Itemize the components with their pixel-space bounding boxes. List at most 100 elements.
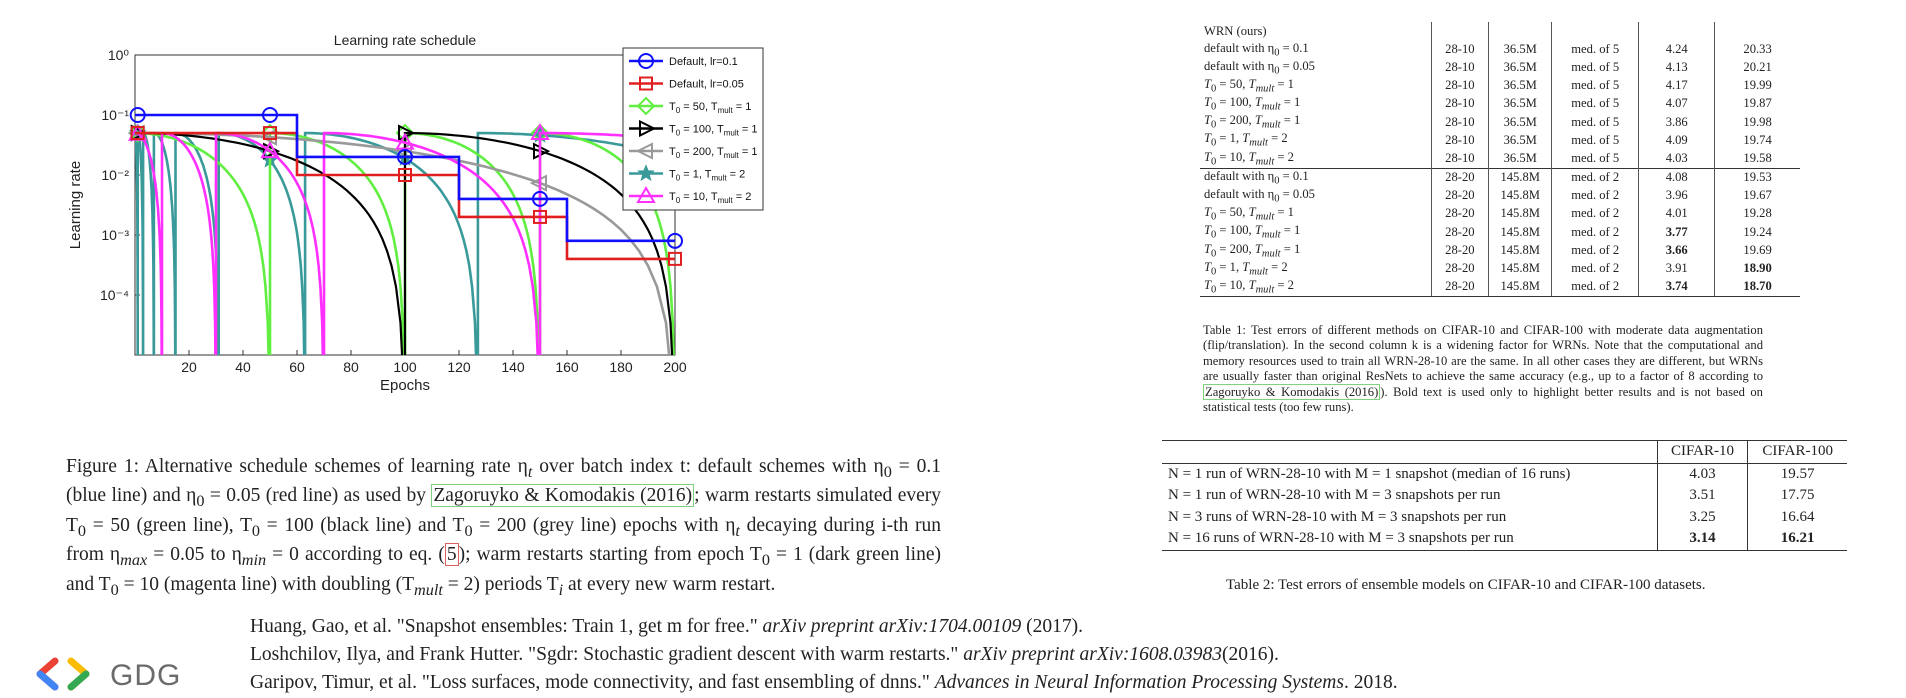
table-cell: med. of 2 <box>1551 186 1639 205</box>
table-cell: med. of 5 <box>1551 94 1639 113</box>
table-cell: 28-20 <box>1430 259 1489 278</box>
caption-text: ); warm restarts starting from epoch T <box>458 544 762 566</box>
series-line <box>135 113 675 243</box>
table-1-caption: Table 1: Test errors of different method… <box>1203 323 1763 415</box>
table-cell: 28-20 <box>1430 167 1489 187</box>
table-row: T0 = 50, Tmult = 1 28-10 36.5M med. of 5 4.1… <box>1200 76 1800 95</box>
table-row: default with η0 = 0.05 28-10 36.5M med. of … <box>1200 58 1800 77</box>
table-cell: default with η0 = 0.1 <box>1204 40 1309 59</box>
table-cell: 28-10 <box>1430 112 1489 132</box>
caption-text: decaying during i-th run from η <box>66 514 941 566</box>
table-row: default with η0 = 0.1 28-20 145.8M med. of … <box>1200 167 1800 187</box>
table-row: WRN (ours) <box>1200 22 1800 41</box>
table-cell: 4.01 <box>1638 204 1715 224</box>
table-cell: 36.5M <box>1488 94 1552 113</box>
table-cell: 28-20 <box>1430 223 1489 242</box>
x-tick-label: 80 <box>343 359 359 375</box>
table-cell: 19.28 <box>1714 204 1800 224</box>
caption-text: Figure 1: Alternative schedule schemes o… <box>66 456 528 477</box>
table-cell: 28-10 <box>1430 131 1489 150</box>
table-cell: 145.8M <box>1488 223 1552 242</box>
y-tick-label: 10⁻⁴ <box>100 287 129 303</box>
table-row: T0 = 200, Tmult = 1 28-10 36.5M med. of 5 3.… <box>1200 112 1800 132</box>
table-cell: 19.69 <box>1714 241 1800 260</box>
series-marker <box>263 142 281 160</box>
table-cell: med. of 5 <box>1551 76 1639 95</box>
series-marker <box>532 190 548 207</box>
caption-text: = 2) periods T <box>442 573 559 595</box>
table-cell: 20.33 <box>1714 40 1800 59</box>
table-cell: 145.8M <box>1488 186 1552 205</box>
table-cell: T0 = 100, Tmult = 1 <box>1204 223 1301 241</box>
table-cell: 19.74 <box>1714 131 1800 150</box>
table-cell: default with η0 = 0.05 <box>1204 187 1315 205</box>
reference-venue: Advances in Neural Information Processin… <box>934 672 1344 693</box>
citation-link[interactable]: Zagoruyko & Komodakis (2016) <box>1203 383 1381 400</box>
reference-text: (2017). <box>1021 616 1084 637</box>
table-cell: 19.99 <box>1714 76 1800 95</box>
references: Huang, Gao, et al. "Snapshot ensembles: … <box>250 613 1398 697</box>
table-cell: med. of 5 <box>1551 131 1639 150</box>
reference-text: Loshchilov, Ilya, and Frank Hutter. "Sgd… <box>250 644 964 665</box>
table-cell: 28-10 <box>1430 149 1489 168</box>
caption-text: = 0.1 (blue line) and η <box>66 456 941 507</box>
table-cell: 17.75 <box>1747 485 1847 507</box>
caption-text: ). Bold text is used only to highlight b… <box>1203 384 1763 415</box>
series-marker <box>530 123 550 141</box>
x-tick-label: 100 <box>393 359 417 375</box>
table-row: T0 = 50, Tmult = 1 28-20 145.8M med. of 2 4.… <box>1200 204 1800 224</box>
table-cell: 18.90 <box>1714 259 1800 278</box>
table-header-cell: CIFAR-10 <box>1656 440 1748 464</box>
reference-venue: arXiv preprint arXiv:1608.03983 <box>963 644 1222 665</box>
table-cell: T0 = 1, Tmult = 2 <box>1204 259 1288 278</box>
series-marker <box>263 126 277 141</box>
x-tick-label: 40 <box>235 359 251 375</box>
table-cell: med. of 2 <box>1551 223 1639 242</box>
series-line <box>135 131 675 355</box>
gdg-logo: GDG <box>35 655 195 693</box>
table-cell: 4.13 <box>1638 58 1715 77</box>
series-marker <box>129 107 146 123</box>
figure-1-caption: Figure 1: Alternative schedule schemes o… <box>66 456 941 599</box>
table-cell: 145.8M <box>1488 277 1552 297</box>
table-cell: 36.5M <box>1488 58 1552 77</box>
table-cell: 18.70 <box>1714 277 1800 297</box>
table-row: T0 = 100, Tmult = 1 28-10 36.5M med. of 5 4.… <box>1200 94 1800 113</box>
table-cell: 36.5M <box>1488 131 1552 150</box>
table-cell: 28-20 <box>1430 204 1489 224</box>
table-1: WRN (ours) default with η0 = 0.1 28-10 36.5… <box>1200 22 1800 297</box>
legend-label: T0 = 50, Tmult = 1 <box>669 101 751 115</box>
y-tick-label: 10⁻³ <box>101 227 129 243</box>
table-cell: T0 = 100, Tmult = 1 <box>1204 95 1301 113</box>
table-cell: 145.8M <box>1488 241 1552 260</box>
table-row: T0 = 10, Tmult = 2 28-20 145.8M med. of 2 3.… <box>1200 277 1800 297</box>
table-row: default with η0 = 0.05 28-20 145.8M med. of… <box>1200 186 1800 205</box>
legend-marker <box>639 76 653 91</box>
table-row: default with η0 = 0.1 28-10 36.5M med. of 5… <box>1200 40 1800 59</box>
citation-link[interactable]: Zagoruyko & Komodakis (2016) <box>431 484 695 508</box>
table-cell: 4.03 <box>1638 149 1715 168</box>
gdg-chevrons-icon <box>36 657 90 691</box>
table-cell: T0 = 50, Tmult = 1 <box>1204 205 1294 223</box>
table-cell: med. of 2 <box>1551 277 1639 297</box>
table-cell: T0 = 10, Tmult = 2 <box>1204 149 1294 168</box>
caption-text: = 50 (green line), T <box>86 514 252 536</box>
table-cell <box>1430 22 1489 41</box>
series-marker <box>667 232 683 249</box>
table-cell: 36.5M <box>1488 76 1552 95</box>
legend-label: T0 = 1, Tmult = 2 <box>669 169 745 183</box>
table-row: N = 3 runs of WRN-28-10 with M = 3 snaps… <box>1162 506 1847 528</box>
series-marker <box>130 126 145 141</box>
table-cell: N = 1 run of WRN-28-10 with M = 1 snapsh… <box>1168 465 1571 482</box>
chart-title: Learning rate schedule <box>334 32 477 48</box>
series-line <box>135 132 674 355</box>
table-row: T0 = 1, Tmult = 2 28-20 145.8M med. of 2 3.9… <box>1200 259 1800 278</box>
table-cell: 28-20 <box>1430 186 1489 205</box>
table-cell <box>1551 22 1639 41</box>
caption-text: = 10 (magenta line) with doubling (T <box>118 573 415 595</box>
table-row: T0 = 1, Tmult = 2 28-10 36.5M med. of 5 4.09… <box>1200 131 1800 150</box>
table-cell: 3.96 <box>1638 186 1715 205</box>
equation-link[interactable]: 5 <box>444 543 459 567</box>
table-cell: 145.8M <box>1488 204 1552 224</box>
table-cell: 28-10 <box>1430 58 1489 77</box>
